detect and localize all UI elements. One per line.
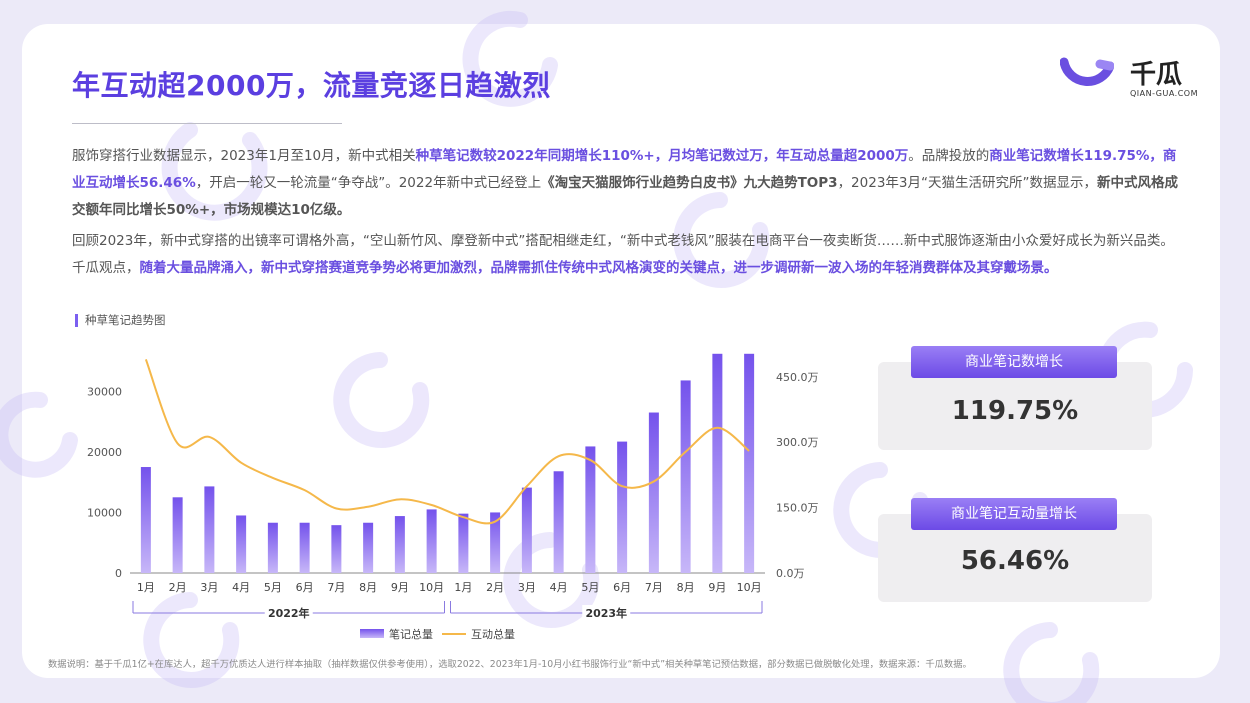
y-right-tick: 300.0万 <box>776 436 819 449</box>
bar-mark <box>617 441 628 573</box>
bar-mark <box>394 516 405 573</box>
bar-mark <box>744 353 755 573</box>
logo-domain: QIAN-GUA.COM <box>1130 89 1199 98</box>
bar-mark <box>363 522 374 573</box>
y-left-tick: 20000 <box>87 446 122 459</box>
group-label: 2023年 <box>585 606 627 620</box>
text-span: 服饰穿搭行业数据显示，2023年1月至10月，新中式相关 <box>72 148 416 164</box>
x-tick-label: 7月 <box>645 581 663 594</box>
y-right-tick: 0.0万 <box>776 567 805 580</box>
bar-mark <box>172 497 183 573</box>
x-tick-label: 1月 <box>137 581 155 594</box>
x-tick-label: 4月 <box>550 581 568 594</box>
text-span: ，开启一轮又一轮流量“争夺战”。2022年新中式已经登上 <box>195 175 542 191</box>
group-label-bg <box>264 605 313 621</box>
bar-mark <box>712 353 723 573</box>
group-label-bg <box>582 605 631 621</box>
y-right-tick: 150.0万 <box>776 502 819 515</box>
x-tick-label: 5月 <box>581 581 599 594</box>
logo-mark-icon <box>1060 57 1114 86</box>
bar-mark <box>299 522 310 573</box>
x-tick-label: 1月 <box>454 581 472 594</box>
stat-value-notes: 119.75% <box>951 396 1079 426</box>
bar-mark <box>680 380 691 573</box>
y-left-tick: 10000 <box>87 506 122 519</box>
page-title: 年互动超2000万，流量竞逐日趋激烈 <box>72 69 551 102</box>
x-tick-label: 2月 <box>486 581 504 594</box>
chart-title: 种草笔记趋势图 <box>75 312 166 328</box>
x-tick-label: 4月 <box>232 581 250 594</box>
x-tick-label: 10月 <box>419 581 444 594</box>
legend-line-label: 互动总量 <box>471 627 515 641</box>
bold-span: 新中式风格成交额年同比增长50%+，市场规模达10亿级。 <box>72 175 1178 218</box>
x-tick-label: 6月 <box>613 581 631 594</box>
text-span: 回顾2023年，新中式穿搭的出镜率可谓格外高，“空山新竹风、摩登新中式”搭配相继… <box>72 233 1174 276</box>
x-tick-label: 9月 <box>708 581 726 594</box>
bar-mark <box>204 486 215 573</box>
stat-value-interactions: 56.46% <box>960 546 1070 576</box>
x-tick-label: 2月 <box>169 581 187 594</box>
paragraph-review: 回顾2023年，新中式穿搭的出镜率可谓格外高，“空山新竹风、摩登新中式”搭配相继… <box>72 228 1187 282</box>
y-left-tick: 30000 <box>87 385 122 398</box>
x-tick-label: 8月 <box>677 581 695 594</box>
legend-bar-swatch <box>360 629 384 638</box>
highlight-span: 商业笔记数增长119.75%，商业互动增长56.46% <box>72 148 1177 191</box>
bar-mark <box>521 487 532 573</box>
data-footnote: 数据说明：基于千瓜1亿+在库达人，超千万优质达人进行样本抽取（抽样数据仅供参考使… <box>48 659 972 670</box>
x-tick-label: 9月 <box>391 581 409 594</box>
bar-mark <box>236 515 247 573</box>
x-tick-label: 7月 <box>327 581 345 594</box>
x-tick-label: 3月 <box>518 581 536 594</box>
paragraph-data-summary: 服饰穿搭行业数据显示，2023年1月至10月，新中式相关种草笔记数较2022年同… <box>72 143 1187 224</box>
bar-mark <box>458 513 469 573</box>
legend-bar-label: 笔记总量 <box>389 627 433 641</box>
y-right-tick: 450.0万 <box>776 371 819 384</box>
highlight-span: 种草笔记数较2022年同期增长110%+，月均笔记数过万，年互动总量超2000万 <box>415 148 909 164</box>
x-tick-label: 10月 <box>737 581 762 594</box>
highlight-span: 随着大量品牌涌入，新中式穿搭赛道竞争势必将更加激烈，品牌需抓住传统中式风格演变的… <box>139 260 1058 276</box>
x-tick-label: 8月 <box>359 581 377 594</box>
y-left-tick: 0 <box>115 567 122 580</box>
bar-mark <box>553 471 564 573</box>
chart-title-text: 种草笔记趋势图 <box>85 313 166 327</box>
x-tick-label: 5月 <box>264 581 282 594</box>
title-marker <box>75 313 78 327</box>
text-span: ，2023年3月“天猫生活研究所”数据显示， <box>837 175 1097 191</box>
bar-mark <box>585 446 596 573</box>
trend-chart: 0 10000 20000 30000 0.0万 150.0万 300.0万 450.0万 1月… <box>87 353 819 641</box>
bar-mark <box>331 525 342 573</box>
logo-name: 千瓜 <box>1130 60 1183 90</box>
bar-mark <box>648 412 659 573</box>
brand-logo: 千瓜 QIAN-GUA.COM <box>1060 52 1200 102</box>
bar-mark <box>267 522 278 573</box>
title-divider <box>72 123 342 124</box>
text-span: 。品牌投放的 <box>908 148 990 164</box>
line-series-interactions <box>144 359 750 525</box>
bar-mark <box>426 509 437 573</box>
stat-label-notes: 商业笔记数增长 <box>911 346 1117 378</box>
x-tick-label: 3月 <box>200 581 218 594</box>
group-label: 2022年 <box>268 606 310 620</box>
bar-mark <box>140 467 151 573</box>
bold-span: 《淘宝天猫服饰行业趋势白皮书》九大趋势TOP3 <box>541 175 838 191</box>
stat-label-interactions: 商业笔记互动量增长 <box>911 498 1117 530</box>
x-tick-label: 6月 <box>296 581 314 594</box>
bar-mark <box>490 512 501 573</box>
